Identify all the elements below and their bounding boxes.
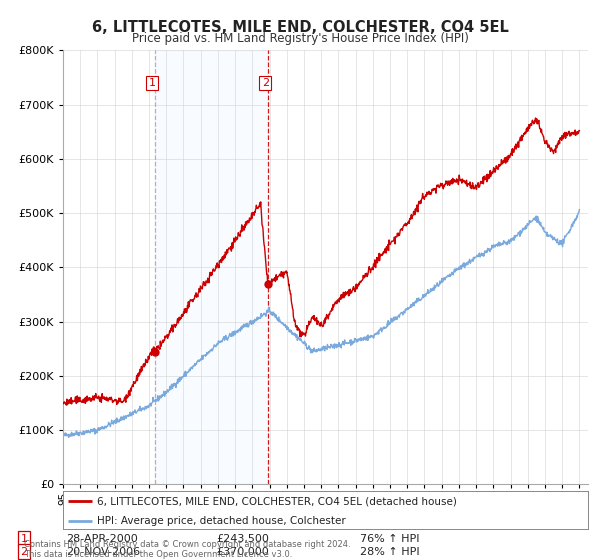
Text: HPI: Average price, detached house, Colchester: HPI: Average price, detached house, Colc… [97,516,346,526]
Text: 1: 1 [20,534,28,544]
Text: £370,000: £370,000 [216,547,269,557]
Text: 2: 2 [262,78,269,88]
Text: 28% ↑ HPI: 28% ↑ HPI [360,547,419,557]
Text: £243,500: £243,500 [216,534,269,544]
Text: Contains HM Land Registry data © Crown copyright and database right 2024.
This d: Contains HM Land Registry data © Crown c… [24,540,350,559]
Text: 1: 1 [148,78,155,88]
Text: Price paid vs. HM Land Registry's House Price Index (HPI): Price paid vs. HM Land Registry's House … [131,32,469,45]
Text: 76% ↑ HPI: 76% ↑ HPI [360,534,419,544]
Text: 6, LITTLECOTES, MILE END, COLCHESTER, CO4 5EL: 6, LITTLECOTES, MILE END, COLCHESTER, CO… [92,20,508,35]
Text: 28-APR-2000: 28-APR-2000 [66,534,138,544]
Text: 2: 2 [20,547,28,557]
Text: 20-NOV-2006: 20-NOV-2006 [66,547,140,557]
Bar [155,50,268,484]
Text: 6, LITTLECOTES, MILE END, COLCHESTER, CO4 5EL (detached house): 6, LITTLECOTES, MILE END, COLCHESTER, CO… [97,496,457,506]
